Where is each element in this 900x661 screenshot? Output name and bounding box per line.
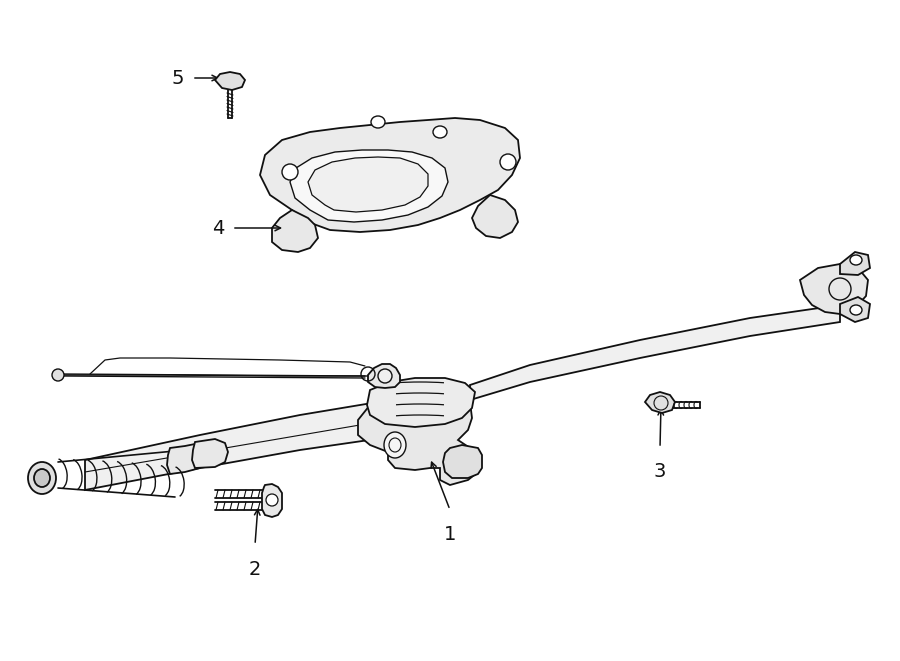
Polygon shape [85, 395, 450, 490]
Polygon shape [215, 72, 245, 90]
Ellipse shape [52, 369, 64, 381]
Polygon shape [800, 264, 868, 314]
Polygon shape [443, 445, 482, 478]
Ellipse shape [266, 494, 278, 506]
Ellipse shape [850, 255, 862, 265]
Polygon shape [290, 150, 448, 222]
Polygon shape [840, 252, 870, 275]
Polygon shape [167, 443, 205, 474]
Ellipse shape [500, 154, 516, 170]
Polygon shape [262, 484, 282, 517]
Polygon shape [840, 297, 870, 322]
Ellipse shape [433, 126, 447, 138]
Ellipse shape [829, 278, 851, 300]
Ellipse shape [378, 369, 392, 383]
Ellipse shape [28, 462, 56, 494]
Text: 2: 2 [248, 560, 261, 579]
Polygon shape [367, 378, 475, 427]
Polygon shape [470, 305, 840, 400]
Ellipse shape [282, 164, 298, 180]
Text: 5: 5 [172, 69, 184, 87]
Polygon shape [260, 118, 520, 232]
Polygon shape [358, 384, 478, 485]
Text: 1: 1 [444, 525, 456, 544]
Ellipse shape [371, 116, 385, 128]
Ellipse shape [34, 469, 50, 487]
Polygon shape [368, 364, 400, 388]
Polygon shape [308, 157, 428, 212]
Polygon shape [645, 392, 675, 413]
Text: 3: 3 [653, 462, 666, 481]
Text: 4: 4 [212, 219, 224, 237]
Polygon shape [272, 210, 318, 252]
Ellipse shape [384, 432, 406, 458]
Ellipse shape [850, 305, 862, 315]
Polygon shape [472, 195, 518, 238]
Polygon shape [192, 439, 228, 468]
